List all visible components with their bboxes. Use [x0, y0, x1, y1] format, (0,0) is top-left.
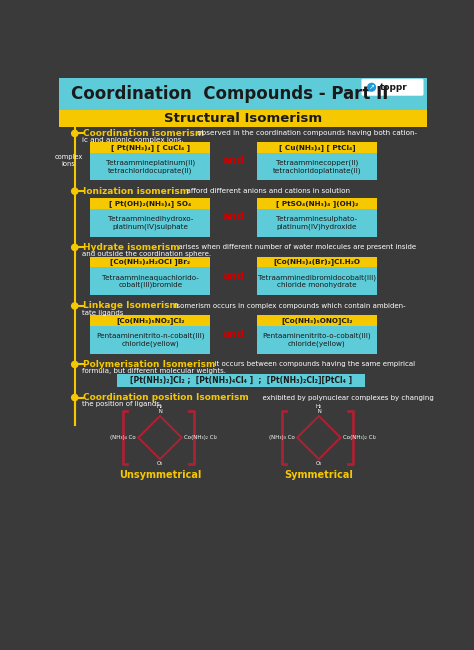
FancyBboxPatch shape	[90, 198, 210, 209]
Text: ↗: ↗	[369, 84, 374, 90]
Text: Tetraamminedihydroxo-
platinum(IV)sulphate: Tetraamminedihydroxo- platinum(IV)sulpha…	[108, 216, 193, 229]
FancyBboxPatch shape	[90, 209, 210, 237]
Text: [Co(NH₃)₄H₂OCl ]Br₂: [Co(NH₃)₄H₂OCl ]Br₂	[110, 259, 191, 265]
Text: Co(NH₃)₂ Cl₂: Co(NH₃)₂ Cl₂	[343, 435, 376, 440]
Circle shape	[72, 188, 78, 194]
Text: and: and	[223, 271, 245, 281]
FancyBboxPatch shape	[90, 257, 210, 267]
Circle shape	[72, 361, 78, 367]
Text: Tetraammineaquachlorido-
cobalt(III)bromide: Tetraammineaquachlorido- cobalt(III)brom…	[102, 274, 199, 288]
Text: observed in the coordination compounds having both cation-: observed in the coordination compounds h…	[195, 131, 417, 136]
Text: Pentaaminenitrito-o-cobalt(III)
chloride(yellow): Pentaaminenitrito-o-cobalt(III) chloride…	[263, 333, 371, 347]
Text: (NH₃)₄ Co: (NH₃)₄ Co	[110, 435, 136, 440]
Text: [ Cu(NH₃)₄] [ PtCl₄]: [ Cu(NH₃)₄] [ PtCl₄]	[279, 144, 355, 151]
FancyBboxPatch shape	[257, 267, 377, 295]
Text: [ PtSO₄(NH₃)₄ ](OH)₂: [ PtSO₄(NH₃)₄ ](OH)₂	[276, 200, 358, 207]
Circle shape	[368, 83, 375, 91]
FancyBboxPatch shape	[257, 326, 377, 354]
Text: H₂
 N: H₂ N	[316, 404, 322, 415]
Text: Tetraamminesulphato-
platinum(IV)hydroxide: Tetraamminesulphato- platinum(IV)hydroxi…	[276, 216, 357, 229]
Text: Ionization isomerism: Ionization isomerism	[83, 187, 190, 196]
Text: Coordination isomerism: Coordination isomerism	[83, 129, 204, 138]
Text: [Co(NH₃)₅ONO]Cl₂: [Co(NH₃)₅ONO]Cl₂	[281, 317, 353, 324]
FancyBboxPatch shape	[257, 315, 377, 326]
Text: [Co(NH₃)₅NO₂]Cl₂: [Co(NH₃)₅NO₂]Cl₂	[116, 317, 184, 324]
Text: (NH₃)₃ Co: (NH₃)₃ Co	[269, 435, 295, 440]
FancyBboxPatch shape	[59, 111, 427, 127]
Text: Tetraamminecopper(II)
tetrachloridoplatinate(II): Tetraamminecopper(II) tetrachloridoplati…	[273, 159, 361, 174]
Text: [ Pt(OH)₂(NH₃)₄] SO₄: [ Pt(OH)₂(NH₃)₄] SO₄	[109, 200, 191, 207]
Text: O₂: O₂	[157, 461, 163, 465]
Text: the position of ligands: the position of ligands	[82, 402, 160, 408]
Text: isomerism occurs in complex compounds which contain ambiden-: isomerism occurs in complex compounds wh…	[170, 303, 406, 309]
FancyBboxPatch shape	[90, 153, 210, 181]
FancyBboxPatch shape	[90, 315, 210, 326]
Text: and outside the coordination sphere.: and outside the coordination sphere.	[82, 252, 211, 257]
Text: Symmetrical: Symmetrical	[284, 470, 353, 480]
Text: Coordination position Isomerism: Coordination position Isomerism	[83, 393, 249, 402]
Text: and: and	[223, 213, 245, 222]
FancyBboxPatch shape	[257, 257, 377, 267]
Text: afford different anions and cations in solution: afford different anions and cations in s…	[182, 188, 350, 194]
Text: and: and	[223, 330, 245, 339]
Text: Pentaaminenitrito-n-cobalt(III)
chloride(yellow): Pentaaminenitrito-n-cobalt(III) chloride…	[96, 333, 205, 347]
Text: [ Pt(NH₃)₄] [ CuCl₄ ]: [ Pt(NH₃)₄] [ CuCl₄ ]	[111, 144, 190, 151]
Circle shape	[72, 244, 78, 250]
Text: [Pt(NH₃)₂]Cl₂ ;  [Pt(NH₃)₄Cl₄ ]  ;  [Pt(NH₃)₂Cl₂][PtCl₄ ]: [Pt(NH₃)₂]Cl₂ ; [Pt(NH₃)₄Cl₄ ] ; [Pt(NH₃…	[130, 376, 353, 385]
Text: it occurs between compounds having the same empirical: it occurs between compounds having the s…	[210, 361, 416, 367]
Text: Tetraamminedibromidocobalt(III)
chloride monohydrate: Tetraamminedibromidocobalt(III) chloride…	[258, 274, 376, 288]
Text: ic and anionic complex ions.: ic and anionic complex ions.	[82, 137, 184, 144]
Text: and: and	[223, 156, 245, 166]
Text: toppr: toppr	[380, 83, 408, 92]
Text: exhibited by polynuclear complexes by changing: exhibited by polynuclear complexes by ch…	[258, 395, 434, 400]
FancyBboxPatch shape	[257, 153, 377, 181]
FancyBboxPatch shape	[90, 142, 210, 153]
FancyBboxPatch shape	[90, 267, 210, 295]
FancyBboxPatch shape	[362, 79, 423, 96]
Text: [Co(NH₃)₄(Br)₂]Cl.H₂O: [Co(NH₃)₄(Br)₂]Cl.H₂O	[273, 259, 360, 265]
Text: Unsymmetrical: Unsymmetrical	[119, 470, 201, 480]
Text: Hydrate isomerism: Hydrate isomerism	[83, 243, 180, 252]
Text: Co(NH₃)₂ Cl₂: Co(NH₃)₂ Cl₂	[184, 435, 217, 440]
Text: O₂: O₂	[316, 461, 322, 465]
Text: arises when different number of water molecules are present inside: arises when different number of water mo…	[174, 244, 416, 250]
Text: Structural Isomerism: Structural Isomerism	[164, 112, 322, 125]
FancyBboxPatch shape	[118, 374, 365, 387]
FancyBboxPatch shape	[90, 326, 210, 354]
Text: Linkage Isomerism: Linkage Isomerism	[83, 302, 179, 311]
FancyBboxPatch shape	[257, 209, 377, 237]
Circle shape	[72, 131, 78, 136]
Circle shape	[72, 395, 78, 400]
Circle shape	[72, 303, 78, 309]
Text: Coordination  Compounds - Part II: Coordination Compounds - Part II	[71, 85, 388, 103]
Text: H₂
 N: H₂ N	[157, 404, 163, 415]
Text: Tetraammineplatinum(II)
tetrachloridocuprate(II): Tetraammineplatinum(II) tetrachloridocup…	[106, 159, 195, 174]
FancyBboxPatch shape	[59, 78, 427, 111]
Text: formula, but different molecular weights.: formula, but different molecular weights…	[82, 369, 227, 374]
FancyBboxPatch shape	[257, 198, 377, 209]
Text: tate ligands: tate ligands	[82, 310, 124, 316]
Text: Polymerisation Isomerism: Polymerisation Isomerism	[83, 360, 216, 369]
Text: complex
ions: complex ions	[55, 154, 82, 167]
FancyBboxPatch shape	[257, 142, 377, 153]
